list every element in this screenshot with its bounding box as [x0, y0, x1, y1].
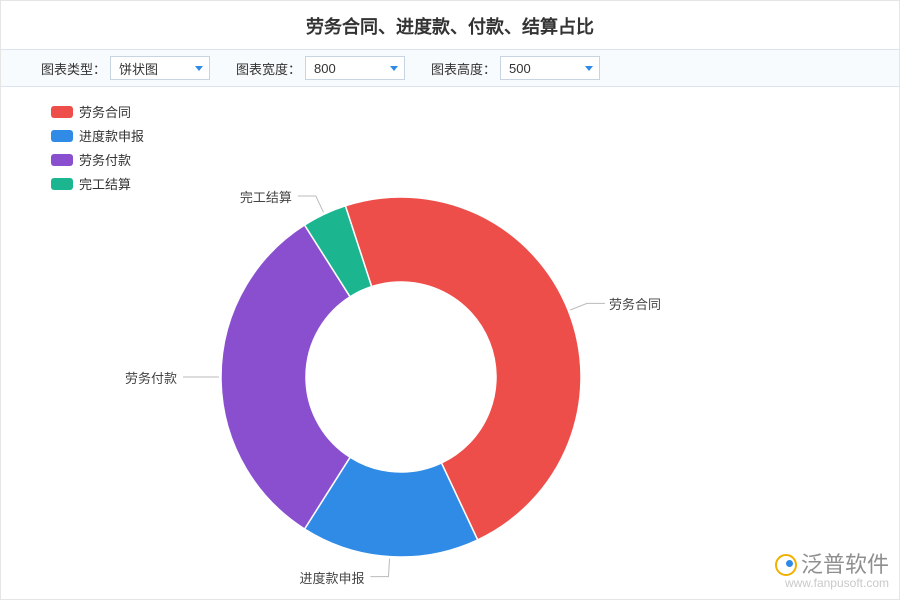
page-title: 劳务合同、进度款、付款、结算占比	[1, 1, 899, 49]
slice-label: 完工结算	[240, 187, 292, 206]
chevron-down-icon	[585, 66, 593, 71]
controls-bar: 图表类型： 饼状图 图表宽度： 800 图表高度： 500	[1, 49, 899, 87]
watermark: 泛普软件 www.fanpusoft.com	[775, 552, 889, 591]
watermark-brand: 泛普软件	[801, 552, 889, 577]
slice-label: 劳务合同	[609, 294, 661, 313]
chart-type-select[interactable]: 饼状图	[110, 56, 210, 80]
chart-type-label: 图表类型：	[41, 59, 106, 78]
chart-height-select[interactable]: 500	[500, 56, 600, 80]
leader-line	[370, 559, 389, 577]
chart-width-select[interactable]: 800	[305, 56, 405, 80]
donut-chart	[1, 87, 899, 597]
leader-line	[570, 303, 605, 310]
control-chart-width: 图表宽度： 800	[236, 56, 405, 80]
chart-type-value: 饼状图	[119, 59, 158, 78]
watermark-url: www.fanpusoft.com	[775, 577, 889, 591]
slice-label: 劳务付款	[125, 368, 177, 387]
chevron-down-icon	[195, 66, 203, 71]
chart-width-value: 800	[314, 61, 336, 76]
chart-width-label: 图表宽度：	[236, 59, 301, 78]
chart-area: 劳务合同进度款申报劳务付款完工结算 劳务合同进度款申报劳务付款完工结算 泛普软件…	[1, 87, 899, 597]
slice-label: 进度款申报	[299, 568, 364, 587]
chart-height-value: 500	[509, 61, 531, 76]
leader-line	[298, 196, 324, 212]
control-chart-height: 图表高度： 500	[431, 56, 600, 80]
logo-icon	[775, 554, 797, 576]
chevron-down-icon	[390, 66, 398, 71]
chart-height-label: 图表高度：	[431, 59, 496, 78]
control-chart-type: 图表类型： 饼状图	[41, 56, 210, 80]
